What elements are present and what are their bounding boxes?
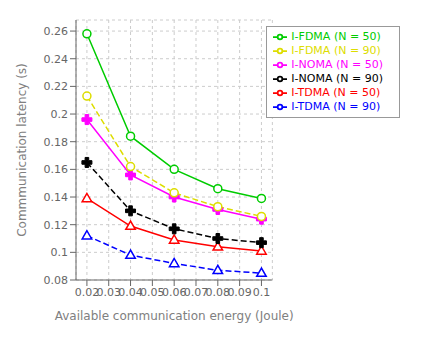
svg-text:0.18: 0.18 (44, 136, 69, 149)
svg-text:0.09: 0.09 (227, 286, 252, 299)
html-text:I-NOMA (N = 50): I-NOMA (N = 50) (291, 58, 383, 71)
svg-text:0.1: 0.1 (51, 246, 69, 259)
svg-text:0.16: 0.16 (44, 163, 69, 176)
svg-text:Available communication energy: Available communication energy (Joule) (55, 309, 294, 323)
svg-text:0.05: 0.05 (140, 286, 165, 299)
html-text:I-FDMA (N = 50): I-FDMA (N = 50) (291, 30, 381, 43)
svg-text:0.06: 0.06 (161, 285, 187, 299)
svg-text:0.26: 0.26 (44, 25, 69, 38)
svg-text:0.03: 0.03 (96, 285, 121, 299)
svg-text:0.08: 0.08 (44, 274, 69, 287)
svg-text:0.2: 0.2 (51, 108, 69, 121)
svg-text:0.1: 0.1 (253, 286, 271, 299)
svg-text:0.24: 0.24 (44, 53, 69, 66)
html-text:I-FDMA (N = 90): I-FDMA (N = 90) (291, 44, 381, 57)
svg-text:0.12: 0.12 (44, 219, 69, 232)
html-text:I-TDMA (N = 50): I-TDMA (N = 50) (291, 86, 381, 99)
svg-text:Commmunication latency (s): Commmunication latency (s) (15, 63, 29, 237)
html-text:I-NOMA (N = 90): I-NOMA (N = 90) (291, 72, 383, 85)
html-text:I-TDMA (N = 90): I-TDMA (N = 90) (291, 100, 381, 113)
svg-text:0.02: 0.02 (75, 286, 100, 299)
svg-text:0.04: 0.04 (118, 286, 143, 299)
svg-text:0.08: 0.08 (206, 286, 231, 299)
svg-text:0.14: 0.14 (44, 191, 69, 204)
svg-text:0.07: 0.07 (184, 286, 209, 299)
svg-text:0.22: 0.22 (44, 80, 69, 93)
